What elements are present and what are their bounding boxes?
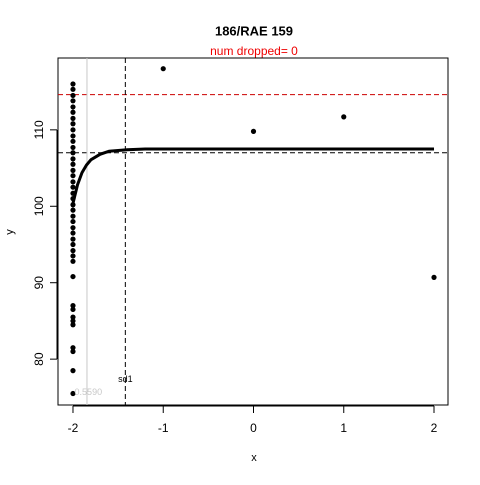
plot-box <box>57 57 449 406</box>
point <box>70 314 76 320</box>
point <box>70 138 76 144</box>
point <box>70 121 76 127</box>
point <box>70 236 76 242</box>
y-tick-label: 90 <box>32 276 46 290</box>
point <box>70 167 76 173</box>
point <box>70 345 76 351</box>
point <box>250 128 257 134</box>
point <box>70 144 76 151</box>
x-tick-label: -1 <box>158 421 169 435</box>
point <box>70 318 76 324</box>
point <box>70 133 76 139</box>
chart-subtitle: num dropped= 0 <box>210 44 298 58</box>
point <box>70 161 76 167</box>
point <box>70 218 76 225</box>
point <box>70 368 76 374</box>
point <box>70 127 76 133</box>
y-axis-label: y <box>4 229 16 235</box>
point <box>70 258 76 264</box>
point <box>341 114 347 120</box>
point <box>70 241 76 248</box>
point <box>70 184 76 190</box>
point <box>70 303 76 309</box>
point <box>70 348 76 355</box>
x-tick-label: 2 <box>431 421 438 435</box>
x-axis-label: x <box>251 452 257 464</box>
point <box>70 253 76 259</box>
x-tick-label: 0 <box>250 421 257 435</box>
point <box>70 156 76 162</box>
curve <box>71 147 435 204</box>
point <box>70 230 76 236</box>
point <box>70 179 76 185</box>
point <box>70 225 76 231</box>
x-tick-label: 1 <box>340 421 347 435</box>
annotation: sd1 <box>118 374 133 384</box>
point <box>70 81 76 87</box>
point <box>70 92 76 99</box>
point <box>70 109 76 115</box>
point <box>431 274 437 280</box>
point <box>160 66 166 72</box>
point <box>70 173 76 179</box>
point <box>70 150 76 156</box>
point <box>70 86 76 92</box>
point <box>70 322 76 328</box>
chart-title: 186/RAE 159 <box>215 23 293 38</box>
point <box>70 98 76 104</box>
point <box>70 390 76 397</box>
point <box>70 273 76 280</box>
y-tick-label: 100 <box>32 196 46 216</box>
annotation: 0.5590 <box>75 387 103 397</box>
point <box>70 104 76 110</box>
point <box>70 213 76 219</box>
point <box>70 207 76 213</box>
point <box>70 306 76 313</box>
point <box>70 115 76 121</box>
y-tick-label: 110 <box>32 120 46 139</box>
x-tick-label: -2 <box>68 421 79 435</box>
y-tick-label: 80 <box>32 352 46 366</box>
point <box>70 248 76 254</box>
